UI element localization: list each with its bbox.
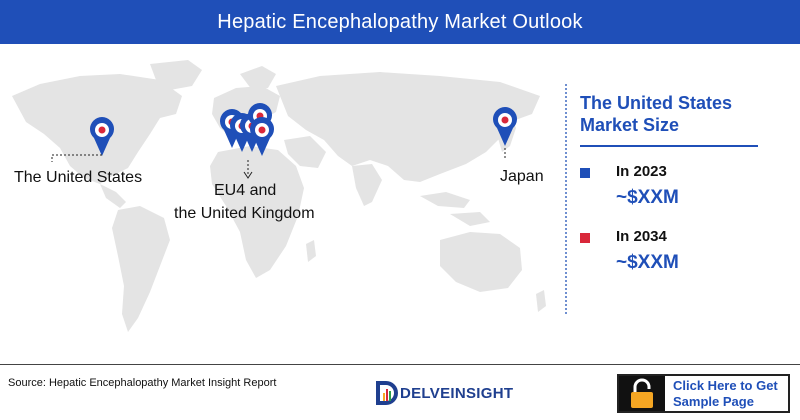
footer-divider <box>0 364 800 365</box>
logo-mark-icon <box>376 381 398 405</box>
lock-icon-box <box>619 376 665 411</box>
world-map: The United States EU4 and the United Kin… <box>0 56 560 356</box>
world-map-graphic <box>12 60 546 332</box>
square-marker-icon <box>580 168 590 178</box>
cta-line1: Click Here to Get <box>673 378 778 393</box>
padlock-icon <box>631 378 653 408</box>
get-sample-page-button[interactable]: Click Here to Get Sample Page <box>617 374 790 413</box>
entry-year-label: In 2034 <box>616 228 667 245</box>
label-japan: Japan <box>500 168 544 185</box>
entry-value: ~$XXM <box>616 187 679 208</box>
vertical-divider <box>565 84 567 314</box>
page-title: Hepatic Encephalopathy Market Outlook <box>217 10 583 33</box>
entry-year-label: In 2023 <box>616 163 667 180</box>
delveinsight-logo: DELVEINSIGHT <box>374 378 513 408</box>
cta-label[interactable]: Click Here to Get Sample Page <box>665 376 778 411</box>
title-banner: Hepatic Encephalopathy Market Outlook <box>0 0 800 44</box>
panel-rule <box>580 145 758 147</box>
japan-pin-icon <box>493 107 518 146</box>
us-pin-icon <box>90 117 114 156</box>
logo-text: DELVEINSIGHT <box>400 384 514 402</box>
source-text: Source: Hepatic Encephalopathy Market In… <box>8 377 277 389</box>
panel-title-line1: The United States <box>580 93 733 113</box>
cta-line2: Sample Page <box>673 394 754 409</box>
entry-value: ~$XXM <box>616 252 679 273</box>
square-marker-icon <box>580 233 590 243</box>
label-eu4-line2: the United Kingdom <box>174 205 315 222</box>
label-united-states: The United States <box>14 169 143 186</box>
panel-title-line2: Market Size <box>580 115 680 135</box>
eu-pins-icon <box>220 103 274 156</box>
label-eu4-line1: EU4 and <box>214 182 277 199</box>
market-size-panel: The United States Market Size <box>580 92 780 136</box>
